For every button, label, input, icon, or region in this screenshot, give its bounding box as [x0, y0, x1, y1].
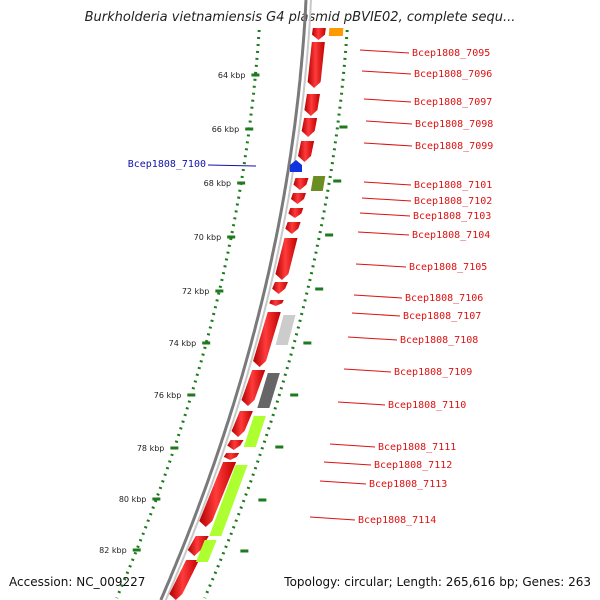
gene-arrow [199, 462, 237, 527]
gene-label: Bcep1808_7103 [413, 211, 491, 222]
leader-line [309, 516, 356, 521]
map-title: Burkholderia vietnamiensis G4 plasmid pB… [84, 10, 516, 25]
leader-line [363, 142, 413, 147]
leader-line [351, 312, 401, 317]
cog-box [195, 540, 217, 562]
gene-label: Bcep1808_7110 [388, 400, 466, 411]
gene-label: Bcep1808_7107 [403, 311, 481, 322]
leader-line [323, 461, 372, 466]
gene-label: Bcep1808_7101 [414, 180, 492, 191]
cog-box [328, 28, 344, 36]
cog-box [275, 315, 296, 345]
leader-line [361, 70, 412, 75]
gene-arrow [187, 536, 209, 556]
gene-arrow [223, 453, 240, 460]
leader-line [365, 120, 413, 125]
leader-line [337, 401, 386, 406]
outer-ruler-dots [203, 29, 349, 599]
gene-label: Bcep1808_7099 [415, 141, 493, 152]
gene-arrow [269, 300, 284, 306]
ruler-label: 68 kbp [204, 179, 232, 188]
cog-box [243, 416, 266, 447]
gene-arrow [285, 222, 301, 234]
leader-line [357, 231, 410, 236]
ruler-label: 78 kbp [137, 444, 165, 453]
gene-label: Bcep1808_7108 [400, 335, 478, 346]
leader-line [347, 336, 398, 341]
accession-text: Accession: NC_009227 [9, 575, 146, 589]
gene-arrow [311, 28, 326, 40]
gene-label: Bcep1808_7105 [409, 262, 487, 273]
topology-summary: Topology: circular; Length: 265,616 bp; … [284, 575, 591, 589]
gene-arrow [241, 370, 266, 406]
gene-arrow [293, 178, 309, 190]
backbone-ring [159, 0, 308, 600]
leader-line [343, 368, 392, 373]
leader-line [363, 98, 412, 103]
ruler-label: 74 kbp [169, 339, 197, 348]
ruler-label: 82 kbp [99, 546, 127, 555]
gene-arrow [272, 282, 288, 294]
gene-arrow [304, 94, 320, 116]
leader-line [207, 164, 257, 167]
ruler-label: 76 kbp [154, 391, 182, 400]
ruler-label: 64 kbp [218, 71, 246, 80]
gene-arrow [253, 312, 281, 367]
ruler-label: 80 kbp [119, 495, 147, 504]
leader-line [329, 443, 376, 448]
cog-box [209, 465, 248, 536]
gene-arrow [290, 193, 306, 204]
gene-label: Bcep1808_7104 [412, 230, 490, 241]
gene-arrow-blue [290, 160, 302, 172]
gene-arrow [307, 42, 325, 88]
leader-line [355, 263, 407, 268]
gene-label: Bcep1808_7112 [374, 460, 452, 471]
leader-line [353, 294, 403, 299]
gene-label: Bcep1808_7097 [414, 97, 492, 108]
gene-label: Bcep1808_7106 [405, 293, 483, 304]
gene-label: Bcep1808_7111 [378, 442, 456, 453]
gene-arrow [227, 440, 244, 450]
gene-arrow [301, 118, 318, 137]
leader-line [361, 197, 412, 202]
gene-arrow [169, 560, 200, 600]
cog-box [310, 176, 326, 191]
gene-arrow [275, 238, 298, 280]
inner-ruler-dots [115, 29, 261, 599]
ruler-label: 72 kbp [182, 287, 210, 296]
gene-arrow [298, 141, 315, 162]
ruler-label: 66 kbp [212, 125, 240, 134]
leader-line [359, 49, 410, 54]
gene-label: Bcep1808_7102 [414, 196, 492, 207]
leader-line [319, 480, 367, 485]
cog-box [257, 373, 280, 408]
gene-label: Bcep1808_7095 [412, 48, 490, 59]
gene-arrow [231, 411, 253, 437]
gene-label: Bcep1808_7100 [128, 159, 206, 170]
gene-arrow [288, 208, 304, 218]
gene-label: Bcep1808_7113 [369, 479, 447, 490]
gene-label: Bcep1808_7114 [358, 515, 436, 526]
leader-line [363, 181, 412, 186]
backbone-ring-shadow [164, 0, 312, 600]
gene-label: Bcep1808_7098 [415, 119, 493, 130]
leader-line [359, 212, 411, 217]
gene-label: Bcep1808_7109 [394, 367, 472, 378]
ruler-label: 70 kbp [194, 233, 222, 242]
gene-label: Bcep1808_7096 [414, 69, 492, 80]
